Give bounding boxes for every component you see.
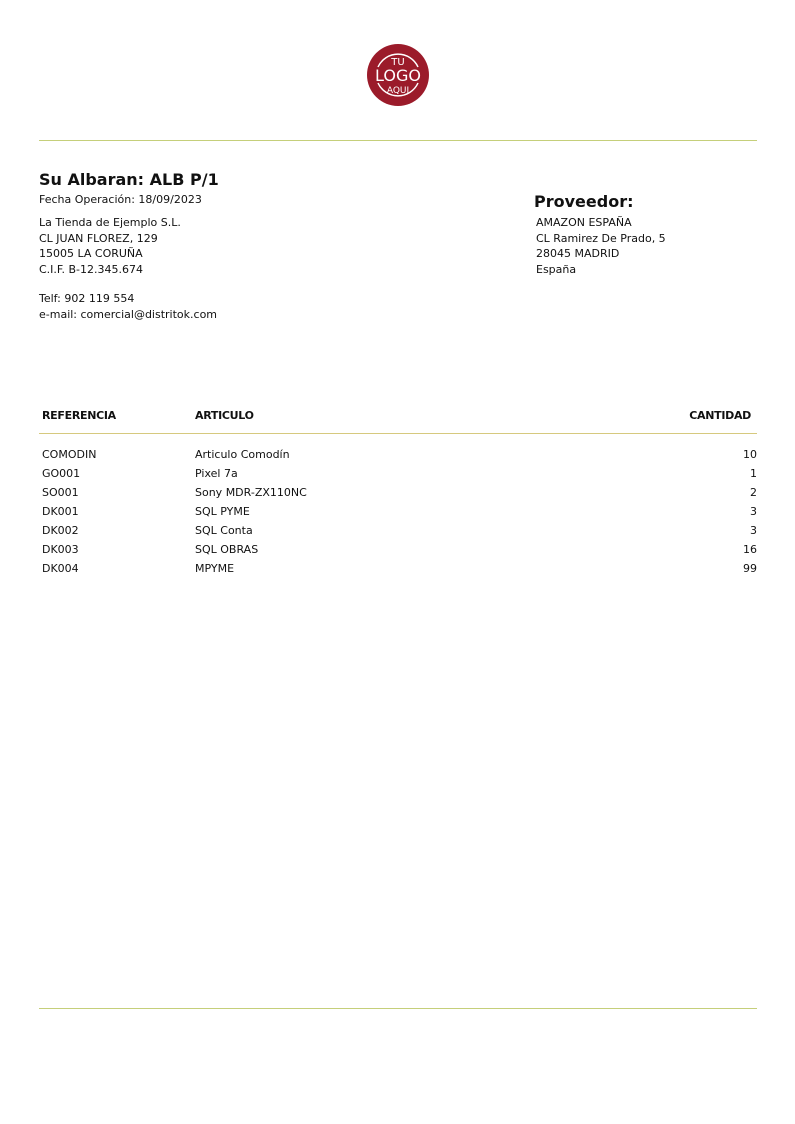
company-contact: Telf: 902 119 554 e-mail: comercial@dist… xyxy=(39,291,217,322)
top-divider xyxy=(39,140,757,141)
row-reference: COMODIN xyxy=(42,448,97,461)
svg-text:TU: TU xyxy=(390,57,404,68)
table-row: DK002 SQL Conta 3 xyxy=(0,524,795,543)
row-reference: SO001 xyxy=(42,486,79,499)
row-reference: GO001 xyxy=(42,467,81,480)
company-city: 15005 LA CORUÑA xyxy=(39,247,143,260)
row-quantity: 16 xyxy=(743,543,757,556)
table-header-divider xyxy=(39,433,757,434)
row-quantity: 10 xyxy=(743,448,757,461)
row-quantity: 2 xyxy=(750,486,757,499)
row-article: SQL PYME xyxy=(195,505,250,518)
row-article: MPYME xyxy=(195,562,235,575)
row-quantity: 3 xyxy=(750,524,757,537)
row-reference: DK001 xyxy=(42,505,79,518)
company-cif: C.I.F. B-12.345.674 xyxy=(39,262,143,276)
row-article: Sony MDR-ZX110NC xyxy=(195,486,307,499)
supplier-name: AMAZON ESPAÑA xyxy=(536,216,632,229)
svg-text:AQUI: AQUI xyxy=(387,86,409,96)
logo: TU LOGO AQUI xyxy=(366,43,430,107)
table-row: SO001 Sony MDR-ZX110NC 2 xyxy=(0,486,795,505)
row-quantity: 1 xyxy=(750,467,757,480)
header-cantidad: CANTIDAD xyxy=(689,409,751,422)
supplier-city: 28045 MADRID xyxy=(536,247,620,260)
header-articulo: ARTICULO xyxy=(195,409,254,422)
row-quantity: 99 xyxy=(743,562,757,575)
table-row: DK004 MPYME 99 xyxy=(0,562,795,581)
supplier-title: Proveedor: xyxy=(534,192,634,211)
header-referencia: REFERENCIA xyxy=(42,409,116,422)
document-title: Su Albaran: ALB P/1 xyxy=(39,170,219,189)
table-row: DK001 SQL PYME 3 xyxy=(0,505,795,524)
supplier-country: España xyxy=(536,262,577,276)
row-reference: DK003 xyxy=(42,543,79,556)
table-row: COMODIN Articulo Comodín 10 xyxy=(0,448,795,467)
company-name: La Tienda de Ejemplo S.L. xyxy=(39,216,181,229)
operation-date: Fecha Operación: 18/09/2023 xyxy=(39,193,202,206)
row-article: SQL OBRAS xyxy=(195,543,259,556)
company-email: e-mail: comercial@distritok.com xyxy=(39,307,218,321)
row-article: Pixel 7a xyxy=(195,467,238,480)
supplier-street: CL Ramirez De Prado, 5 xyxy=(536,231,666,245)
row-reference: DK004 xyxy=(42,562,79,575)
table-row: GO001 Pixel 7a 1 xyxy=(0,467,795,486)
table-row: DK003 SQL OBRAS 16 xyxy=(0,543,795,562)
company-street: CL JUAN FLOREZ, 129 xyxy=(39,231,158,245)
row-article: SQL Conta xyxy=(195,524,253,537)
bottom-divider xyxy=(39,1008,757,1009)
row-reference: DK002 xyxy=(42,524,79,537)
supplier-address: AMAZON ESPAÑA CL Ramirez De Prado, 5 280… xyxy=(536,215,666,277)
company-phone: Telf: 902 119 554 xyxy=(39,292,135,305)
row-article: Articulo Comodín xyxy=(195,448,290,461)
company-address: La Tienda de Ejemplo S.L. CL JUAN FLOREZ… xyxy=(39,215,181,277)
row-quantity: 3 xyxy=(750,505,757,518)
svg-text:LOGO: LOGO xyxy=(375,66,421,85)
